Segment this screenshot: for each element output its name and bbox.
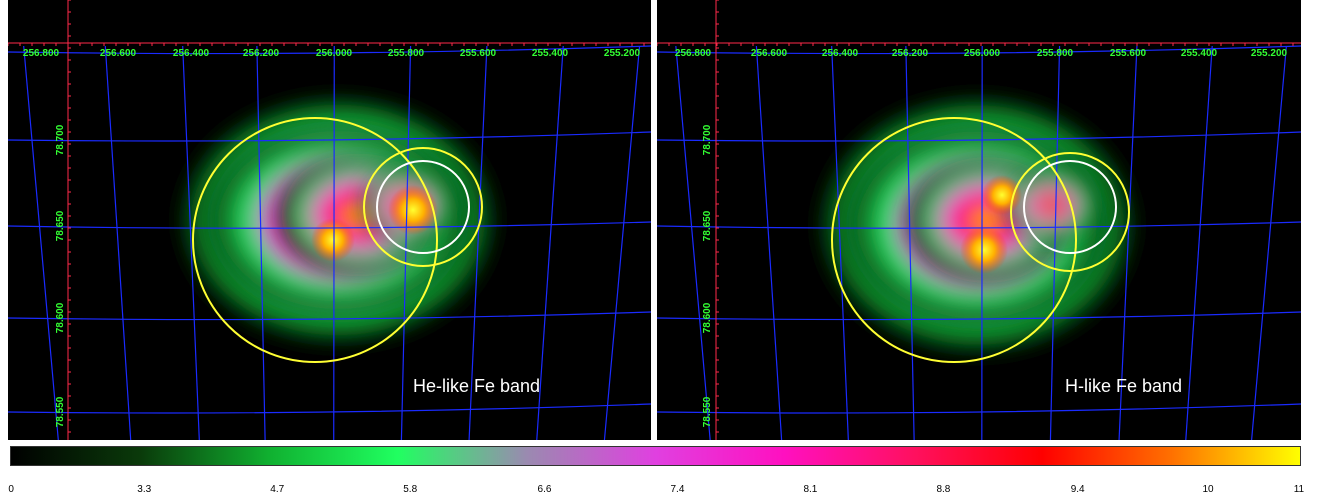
ra-tick-label: 256.600 bbox=[100, 48, 137, 59]
colorbar-tick-label: 6.6 bbox=[537, 484, 552, 495]
band-label: He-like Fe band bbox=[413, 376, 540, 396]
ra-grid-line bbox=[182, 45, 200, 440]
dec-tick-label: 78.650 bbox=[55, 210, 66, 241]
colorbar-tick-label: 10 bbox=[1202, 484, 1214, 495]
emission-peak bbox=[311, 218, 355, 262]
ra-grid-line bbox=[1118, 45, 1138, 440]
ra-tick-label: 255.600 bbox=[460, 48, 497, 59]
image-panel-svg: 256.800 256.600 256.400 256.200 256.000 255.8… bbox=[657, 0, 1301, 440]
ra-tick-label: 255.400 bbox=[1181, 48, 1218, 59]
dec-tick-label: 78.700 bbox=[55, 124, 66, 155]
dec-grid-line bbox=[657, 45, 1301, 55]
colorbar bbox=[10, 446, 1301, 466]
ra-tick-label: 256.600 bbox=[751, 48, 788, 59]
ra-tick-label: 256.800 bbox=[675, 48, 712, 59]
ra-tick-label: 255.800 bbox=[388, 48, 425, 59]
ra-tick-label: 256.000 bbox=[316, 48, 353, 59]
colorbar-tick-label: 8.8 bbox=[936, 484, 951, 495]
inner-white-circle bbox=[376, 160, 470, 254]
coordinate-grid bbox=[657, 45, 1301, 440]
emission-peak bbox=[982, 175, 1022, 215]
ra-tick-label: 255.600 bbox=[1110, 48, 1147, 59]
image-panel-svg: 256.800 256.600 256.400 256.200 256.000 255.8… bbox=[8, 0, 651, 440]
ra-grid-line bbox=[1251, 45, 1287, 440]
ra-grid-line bbox=[1185, 45, 1213, 440]
ra-grid-line bbox=[333, 45, 335, 440]
ra-tick-label: 255.800 bbox=[1037, 48, 1074, 59]
small-extraction-circle bbox=[1010, 152, 1130, 272]
colorbar-tick-label: 3.3 bbox=[137, 484, 152, 495]
dec-tick-label: 78.550 bbox=[55, 396, 66, 427]
ra-grid-line bbox=[675, 45, 711, 440]
large-extraction-circle bbox=[192, 117, 438, 363]
dec-grid-line bbox=[657, 221, 1301, 229]
ra-grid-line bbox=[755, 45, 783, 440]
dec-grid-line bbox=[8, 45, 651, 55]
band-label: H-like Fe band bbox=[1065, 376, 1182, 396]
colorbar-tick-labels: 0 3.3 4.7 5.8 6.6 7.4 8.1 8.8 9.4 10 11 bbox=[8, 484, 1305, 498]
dec-grid-line bbox=[657, 311, 1301, 321]
ra-grid-line bbox=[400, 45, 412, 440]
small-extraction-circle bbox=[363, 147, 483, 267]
dec-grid-line bbox=[8, 311, 651, 321]
dec-tick-label: 78.600 bbox=[702, 302, 713, 333]
colorbar-tick-label: 4.7 bbox=[270, 484, 285, 495]
colorbar-tick-label: 7.4 bbox=[670, 484, 685, 495]
coordinate-grid bbox=[8, 45, 651, 440]
ra-grid-line bbox=[905, 45, 915, 440]
emission-peak bbox=[960, 226, 1008, 274]
ra-grid-line bbox=[1049, 45, 1061, 440]
ra-tick-label: 255.200 bbox=[604, 48, 641, 59]
panel-h-like: 256.800 256.600 256.400 256.200 256.000 255.8… bbox=[657, 0, 1301, 440]
dec-grid-line bbox=[657, 403, 1301, 414]
ra-grid-line bbox=[256, 45, 266, 440]
inner-white-circle bbox=[1023, 160, 1117, 254]
colorbar-tick-label: 0 bbox=[8, 484, 14, 495]
ra-tick-label: 256.800 bbox=[23, 48, 60, 59]
ra-grid-line bbox=[104, 45, 132, 440]
ra-tick-label: 256.000 bbox=[964, 48, 1001, 59]
colorbar-tick-label: 5.8 bbox=[403, 484, 418, 495]
ra-grid-line bbox=[536, 45, 564, 440]
ra-tick-label: 256.400 bbox=[173, 48, 210, 59]
ra-tick-label: 256.400 bbox=[822, 48, 859, 59]
ra-tick-label: 255.400 bbox=[532, 48, 569, 59]
colorbar-tick-label: 9.4 bbox=[1070, 484, 1085, 495]
emission-peak bbox=[388, 185, 438, 235]
ra-tick-label: 255.200 bbox=[1251, 48, 1288, 59]
dec-grid-line bbox=[8, 131, 651, 142]
ra-grid-line bbox=[831, 45, 849, 440]
large-extraction-circle bbox=[831, 117, 1077, 363]
dec-tick-label: 78.650 bbox=[702, 210, 713, 241]
dec-tick-label: 78.700 bbox=[702, 124, 713, 155]
panel-he-like: 256.800 256.600 256.400 256.200 256.000 255.8… bbox=[8, 0, 651, 440]
dec-grid-line bbox=[8, 221, 651, 229]
ra-grid-line bbox=[23, 45, 59, 440]
colorbar-tick-label: 11 bbox=[1293, 484, 1305, 495]
dec-tick-label: 78.600 bbox=[55, 302, 66, 333]
ra-tick-label: 256.200 bbox=[892, 48, 929, 59]
ra-grid-line bbox=[468, 45, 488, 440]
dec-grid-line bbox=[657, 131, 1301, 142]
colorbar-tick-label: 8.1 bbox=[803, 484, 818, 495]
dec-grid-line bbox=[8, 403, 651, 414]
ra-grid-line bbox=[603, 45, 641, 440]
ra-tick-label: 256.200 bbox=[243, 48, 280, 59]
dec-tick-label: 78.550 bbox=[702, 396, 713, 427]
